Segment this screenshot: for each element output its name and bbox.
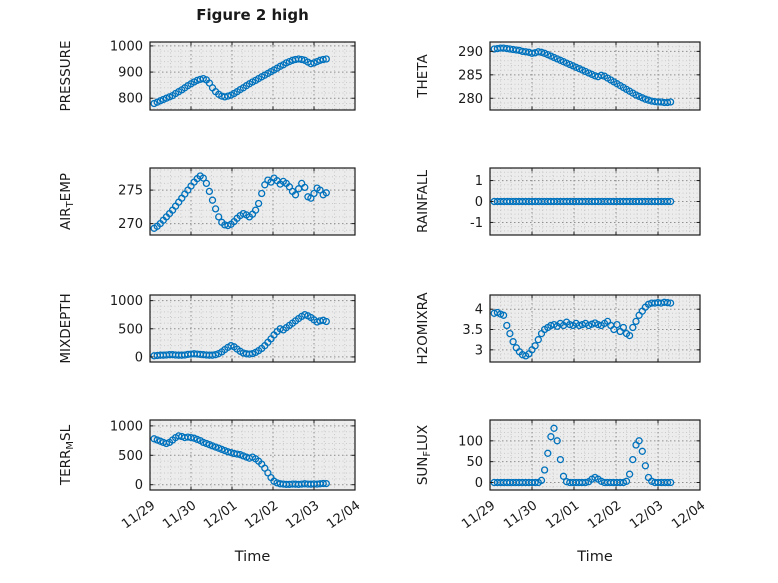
series-terr-msl-markers <box>150 432 330 489</box>
ylabel-sun-flux: SUNFLUX <box>415 425 433 485</box>
series-sun-flux-markers <box>490 424 675 487</box>
ytick-label: 0 <box>475 195 483 210</box>
ytick-label: 285 <box>458 68 483 83</box>
ylabel-mixdepth: MIXDEPTH <box>58 293 74 363</box>
ylabel-h2omixra: H2OMIXRA <box>415 292 431 365</box>
ytick-label: 3 <box>475 343 483 358</box>
xtick-label: 12/01 <box>201 498 240 532</box>
series-air-temp-markers <box>150 172 330 232</box>
xlabel-time-right: Time <box>577 549 613 565</box>
ytick-label: 0 <box>135 350 143 365</box>
xtick-label: 12/02 <box>242 498 281 532</box>
ytick-label: 290 <box>458 45 483 60</box>
ytick-label: 100 <box>458 434 483 449</box>
ylabel-theta: THETA <box>415 54 431 99</box>
xtick-label: 11/29 <box>119 498 158 532</box>
subplot-pressure: 800 900 1000 PRESSURE <box>58 39 356 112</box>
ytick-label: 500 <box>118 322 143 337</box>
ytick-label: 280 <box>458 92 483 107</box>
ytick-label: 50 <box>466 455 483 470</box>
ytick-label: -1 <box>470 216 483 231</box>
subplot-rainfall: -1 0 1 RAINFALL <box>415 167 701 236</box>
xtick-label: 12/04 <box>669 498 708 532</box>
ytick-label: 1000 <box>110 419 143 434</box>
ylabel-pressure: PRESSURE <box>58 41 74 112</box>
subplot-terr-msl: 0 500 1000 11/29 11/30 12/01 12/02 12/03 12/04 TE… <box>58 419 363 532</box>
ylabel-air-temp: AIRTEMP <box>58 173 76 230</box>
subplot-sun-flux: 0 50 100 11/29 11/30 12/01 12/02 12/03 12/04 SUNF… <box>415 419 708 532</box>
ytick-label: 1000 <box>110 294 143 309</box>
xtick-label: 12/04 <box>324 498 363 532</box>
ytick-label: 0 <box>135 478 143 493</box>
ytick-label: 0 <box>475 476 483 491</box>
xtick-label: 12/01 <box>543 498 582 532</box>
series-h2omixra-markers <box>490 298 675 360</box>
series-mixdepth-markers <box>150 311 330 360</box>
ytick-label: 900 <box>118 66 143 81</box>
ytick-label: 500 <box>118 449 143 464</box>
figure-title: Figure 2 high <box>196 6 309 24</box>
series-rainfall-markers <box>490 197 675 206</box>
subplot-air-temp: 270 275 AIRTEMP <box>58 167 356 236</box>
ytick-label: 3.5 <box>462 323 483 338</box>
ytick-label: 1 <box>475 174 483 189</box>
ytick-label: 275 <box>118 184 143 199</box>
subplot-theta: 280 285 290 THETA <box>415 41 701 111</box>
ytick-label: 1000 <box>110 39 143 54</box>
subplot-h2omixra: 3 3.5 4 H2OMIXRA <box>415 292 701 365</box>
xtick-label: 12/02 <box>585 498 624 532</box>
ylabel-terr-msl: TERRMSL <box>58 424 76 486</box>
xtick-label: 11/30 <box>501 498 540 532</box>
series-theta-markers <box>490 44 675 107</box>
subplot-mixdepth: 0 500 1000 MIXDEPTH <box>58 293 356 365</box>
series-pressure-markers <box>150 55 330 108</box>
xtick-label: 11/29 <box>459 498 498 532</box>
xtick-label: 11/30 <box>160 498 199 532</box>
xlabel-time-left: Time <box>234 549 271 565</box>
ytick-label: 270 <box>118 217 143 232</box>
ylabel-rainfall: RAINFALL <box>415 170 431 233</box>
xtick-label: 12/03 <box>627 498 666 532</box>
ytick-label: 4 <box>475 303 483 318</box>
ytick-label: 800 <box>118 92 143 107</box>
xtick-label: 12/03 <box>283 498 322 532</box>
